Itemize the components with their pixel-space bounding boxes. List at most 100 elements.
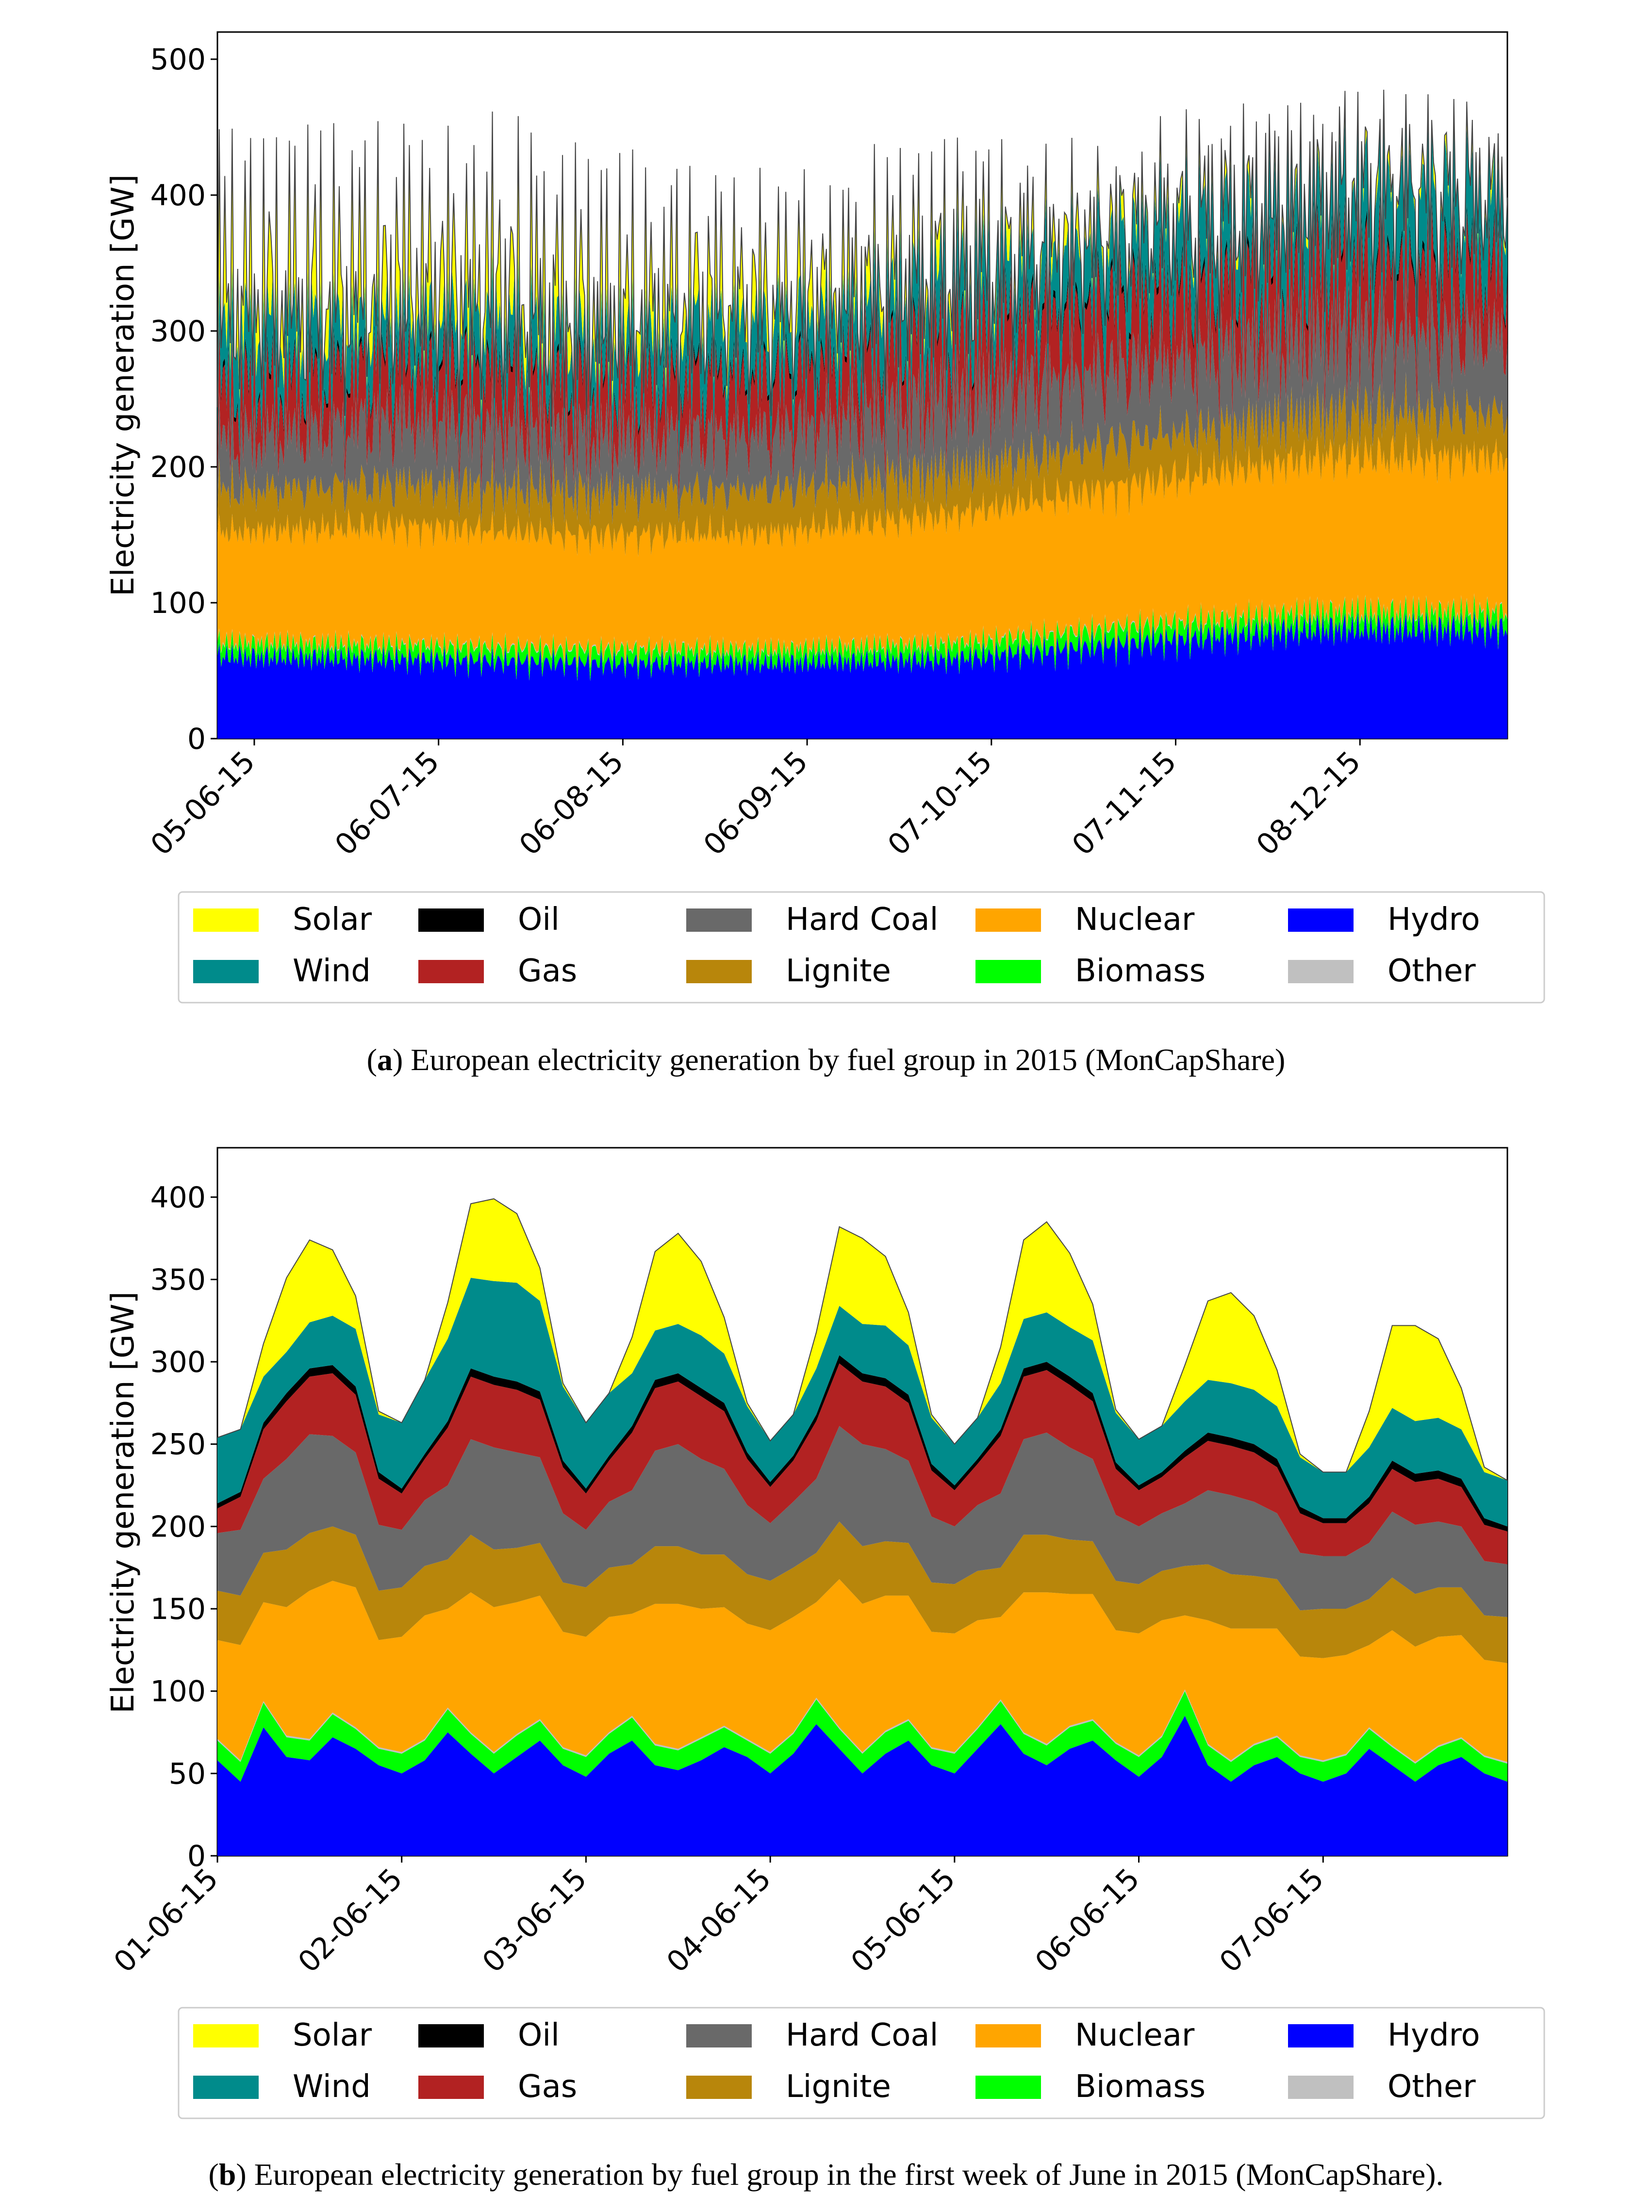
legend-label-nuclear: Nuclear	[1075, 2017, 1195, 2053]
legend-swatch-lignite	[686, 2076, 752, 2099]
legend-swatch-biomass	[975, 960, 1041, 983]
area-gas	[217, 1363, 1507, 1565]
legend-swatch-other	[1288, 960, 1354, 983]
y-tick-label: 0	[187, 1839, 206, 1873]
x-tick-label: 06-09-15	[697, 744, 814, 862]
x-tick-label: 06-06-15	[1029, 1862, 1146, 1979]
y-axis-b: 0 50 100 150 200 250 300 350 400	[150, 1181, 217, 1873]
chart-panel-b: 0 50 100 150 200 250 300 350 400 01-06-15 02-06-1…	[105, 1147, 1508, 1979]
legend-swatch-gas	[418, 960, 484, 983]
legend-label-biomass: Biomass	[1075, 953, 1206, 989]
total-outline	[217, 1198, 1508, 1481]
y-axis-label-a: Electricity generation [GW]	[105, 174, 141, 596]
legend-b: Solar Oil Hard Coal Nuclear Hydro Wind Gas Lign…	[178, 2007, 1545, 2119]
area-hydro	[217, 1716, 1507, 1856]
legend-label-gas: Gas	[518, 953, 577, 989]
x-tick-label: 05-06-15	[844, 1862, 962, 1979]
legend-swatch-hard-coal	[686, 908, 752, 932]
caption-a-text: ) European electricity generation by fue…	[393, 1042, 1285, 1077]
x-tick-label: 06-07-15	[329, 744, 446, 862]
caption-a-label: a	[377, 1042, 393, 1077]
x-tick-label: 07-10-15	[881, 744, 999, 862]
legend-swatch-wind	[193, 960, 259, 983]
legend-swatch-solar	[193, 908, 259, 932]
x-tick-label: 07-11-15	[1066, 744, 1183, 862]
y-tick-label: 150	[150, 1592, 206, 1626]
legend-label-gas: Gas	[518, 2069, 577, 2105]
chart-panel-a: 0 100 200 300 400 500 05-06-15 06-07-15 06-08-1…	[105, 31, 1508, 862]
legend-box-b	[178, 2007, 1545, 2119]
y-axis-a: 0 100 200 300 400 500	[150, 43, 217, 756]
caption-b-label: b	[219, 2157, 236, 2192]
stacked-areas-b	[217, 1198, 1508, 1856]
legend-swatch-gas	[418, 2076, 484, 2099]
y-tick-label: 50	[169, 1757, 206, 1791]
y-tick-label: 350	[150, 1263, 206, 1297]
legend-swatch-nuclear	[975, 2024, 1041, 2047]
y-tick-label: 400	[150, 179, 206, 213]
legend-label-nuclear: Nuclear	[1075, 902, 1195, 938]
area-hard-coal	[217, 269, 1507, 527]
legend-label-hard-coal: Hard Coal	[786, 2017, 938, 2053]
legend-swatch-oil	[418, 908, 484, 932]
y-tick-label: 100	[150, 1675, 206, 1709]
legend-label-lignite: Lignite	[786, 2069, 891, 2105]
y-tick-label: 200	[150, 1510, 206, 1544]
area-oil	[217, 1355, 1507, 1532]
legend-label-oil: Oil	[518, 2017, 560, 2053]
legend-box-a	[178, 891, 1545, 1004]
x-tick-label: 01-06-15	[107, 1862, 225, 1979]
x-tick-label: 06-08-15	[513, 744, 630, 862]
y-tick-label: 100	[150, 586, 206, 620]
area-lignite	[217, 372, 1507, 557]
legend-swatch-biomass	[975, 2076, 1041, 2099]
legend-label-oil: Oil	[518, 902, 560, 938]
x-tick-label: 08-12-15	[1250, 744, 1367, 862]
caption-b: (b) European electricity generation by f…	[208, 2157, 1443, 2192]
area-wind	[217, 1278, 1507, 1527]
legend-label-hydro: Hydro	[1388, 902, 1480, 938]
legend-label-hard-coal: Hard Coal	[786, 902, 938, 938]
legend-label-solar: Solar	[293, 902, 372, 938]
caption-b-text: ) European electricity generation by fue…	[236, 2157, 1443, 2192]
y-tick-label: 400	[150, 1181, 206, 1215]
legend-label-other: Other	[1388, 2069, 1476, 2105]
y-tick-label: 300	[150, 1345, 206, 1379]
x-tick-label: 05-06-15	[144, 744, 262, 862]
legend-label-wind: Wind	[293, 953, 371, 989]
y-tick-label: 250	[150, 1428, 206, 1462]
legend-a: Solar Oil Hard Coal Nuclear Hydro Wind Gas Lign…	[178, 891, 1545, 1004]
area-nuclear	[217, 431, 1507, 667]
caption-a: (a) European electricity generation by f…	[367, 1042, 1286, 1077]
legend-swatch-wind	[193, 2076, 259, 2099]
area-lignite	[217, 1521, 1507, 1663]
x-axis-a: 05-06-15 06-07-15 06-08-15 06-09-15 07-10-15…	[144, 739, 1368, 862]
legend-label-lignite: Lignite	[786, 953, 891, 989]
x-tick-label: 03-06-15	[476, 1862, 594, 1979]
legend-label-wind: Wind	[293, 2069, 371, 2105]
area-hard-coal	[217, 1426, 1507, 1617]
legend-swatch-other	[1288, 2076, 1354, 2099]
legend-swatch-nuclear	[975, 908, 1041, 932]
legend-swatch-lignite	[686, 960, 752, 983]
y-tick-label: 0	[187, 722, 206, 756]
y-axis-label-b: Electricity generation [GW]	[105, 1291, 141, 1713]
legend-label-hydro: Hydro	[1388, 2017, 1480, 2053]
area-gas	[217, 181, 1507, 500]
y-tick-label: 500	[150, 43, 206, 77]
legend-label-other: Other	[1388, 953, 1476, 989]
area-biomass	[217, 1691, 1507, 1782]
area-biomass	[217, 594, 1507, 681]
legend-swatch-hydro	[1288, 2024, 1354, 2047]
y-tick-label: 300	[150, 314, 206, 348]
x-tick-label: 07-06-15	[1213, 1862, 1331, 1979]
x-tick-label: 04-06-15	[660, 1862, 777, 1979]
legend-label-biomass: Biomass	[1075, 2069, 1206, 2105]
legend-swatch-hydro	[1288, 908, 1354, 932]
legend-swatch-solar	[193, 2024, 259, 2047]
legend-swatch-hard-coal	[686, 2024, 752, 2047]
area-nuclear	[217, 1579, 1507, 1762]
area-hydro	[217, 610, 1507, 739]
x-tick-label: 02-06-15	[292, 1862, 409, 1979]
